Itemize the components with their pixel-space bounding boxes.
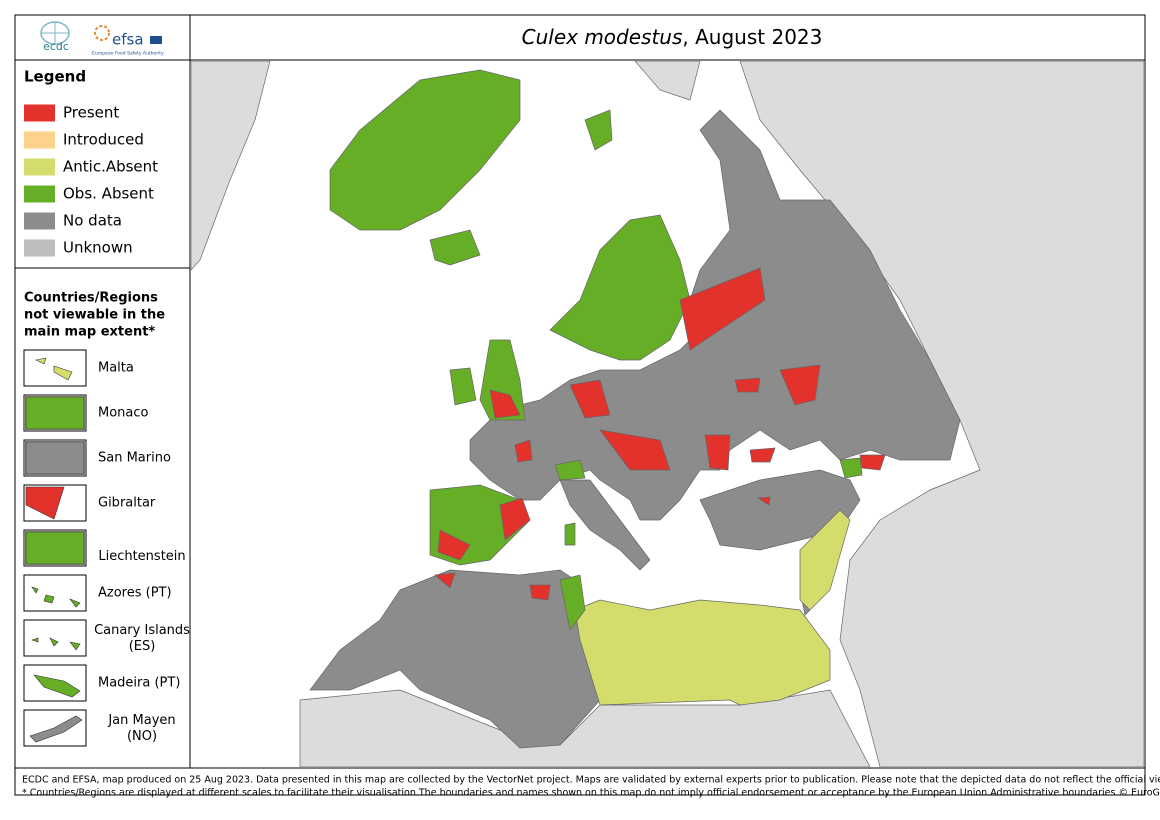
inset-shape [29,715,83,743]
region [449,367,477,406]
region [429,229,481,266]
region [574,599,831,706]
region [437,529,471,561]
region [299,689,871,767]
inset-shape [31,637,81,651]
region [779,364,821,406]
inset-shape [25,531,85,565]
title-rest: , August 2023 [682,25,822,49]
legend-title: Legend [24,68,86,86]
legend-label: No data [63,212,122,230]
insets-title-line: Countries/Regions [24,291,158,306]
region [734,377,761,393]
region [329,69,521,231]
region [599,429,671,471]
title-species: Culex modestus [522,25,683,49]
inset-label: San Marino [98,451,171,466]
region [704,434,731,471]
region [799,509,851,611]
region [749,447,776,463]
region [514,439,533,463]
ecdc-text: ecdc [43,40,69,53]
inset-label: Madeira (PT) [98,676,180,691]
inset-shape [25,486,65,520]
footer-line: * Countries/Regions are displayed at dif… [22,788,1160,799]
map-title: Culex modestus, August 2023 [522,25,823,49]
legend-label: Present [63,104,119,122]
legend-label: Unknown [63,239,133,257]
region [564,522,576,546]
inset-label: Liechtenstein [98,549,185,564]
region [489,389,521,419]
legend-label: Obs. Absent [63,185,154,203]
inset-shape [25,396,85,430]
region [634,61,701,101]
inset-shape [35,357,73,381]
inset-label: Canary Islands (ES) [94,623,190,654]
inset-label: Jan Mayen (NO) [107,713,175,744]
insets-title-line: not viewable in the [24,308,165,323]
inset-shape [33,674,81,698]
region [554,459,586,481]
legend-swatch [24,185,55,203]
main-map [191,61,1144,767]
legend: Present Introduced Antic.Absent Obs. Absent… [24,104,158,257]
footer-line: ECDC and EFSA, map produced on 25 Aug 20… [22,775,1160,786]
region [499,497,531,541]
region [584,109,613,151]
region [559,479,651,571]
region [859,454,886,471]
region [559,574,586,631]
legend-label: Introduced [63,131,144,149]
inset-label: Monaco [98,406,149,421]
region [569,379,611,419]
insets: Malta Monaco San Marino Gibraltar Liechtenst… [23,349,190,747]
region [529,584,551,601]
legend-label: Antic.Absent [63,158,158,176]
legend-swatch [24,239,55,257]
inset-label: Gibraltar [98,496,156,511]
region [434,572,456,589]
insets-title-line: main map extent* [24,325,155,340]
region [839,457,863,479]
region [479,339,526,421]
inset-label: Malta [98,361,134,376]
ecdc-logo: ecdc [40,21,70,53]
legend-swatch [24,131,55,149]
inset-shape [31,586,81,608]
inset-box [23,619,87,657]
region [756,496,771,506]
efsa-logo: efsa European Food Safety Authority [92,25,164,57]
legend-swatch [24,104,55,122]
efsa-subtitle: European Food Safety Authority [92,51,164,57]
legend-swatch [24,158,55,176]
region [309,569,601,749]
inset-label: Azores (PT) [98,586,172,601]
region [191,61,271,271]
legend-swatch [24,212,55,230]
region [679,267,766,351]
inset-shape [25,441,85,475]
efsa-text: efsa [112,31,144,49]
